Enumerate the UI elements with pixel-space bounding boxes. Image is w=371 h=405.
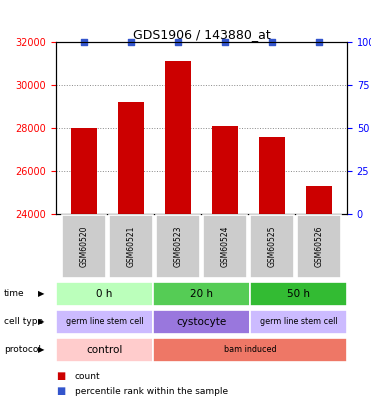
Text: germ line stem cell: germ line stem cell (66, 318, 143, 326)
FancyBboxPatch shape (156, 215, 200, 278)
FancyBboxPatch shape (153, 338, 347, 362)
Text: time: time (4, 290, 24, 298)
Text: protocol: protocol (4, 345, 41, 354)
Bar (306, 186, 332, 214)
FancyBboxPatch shape (297, 215, 341, 278)
Text: 20 h: 20 h (190, 289, 213, 299)
Text: cystocyte: cystocyte (176, 317, 227, 327)
Point (175, 39, 181, 45)
Point (81, 39, 87, 45)
Text: cell type: cell type (4, 318, 43, 326)
Text: 50 h: 50 h (287, 289, 310, 299)
Text: control: control (86, 345, 123, 355)
FancyBboxPatch shape (56, 310, 153, 334)
Text: count: count (75, 372, 100, 381)
Text: GSM60524: GSM60524 (220, 226, 230, 267)
Text: ■: ■ (56, 371, 65, 381)
Text: germ line stem cell: germ line stem cell (260, 318, 337, 326)
FancyBboxPatch shape (62, 215, 106, 278)
Text: GSM60521: GSM60521 (127, 226, 135, 267)
Point (128, 39, 134, 45)
Point (222, 39, 228, 45)
Bar (165, 61, 191, 214)
FancyBboxPatch shape (250, 310, 347, 334)
FancyBboxPatch shape (203, 215, 247, 278)
FancyBboxPatch shape (109, 215, 153, 278)
Text: ▶: ▶ (38, 345, 45, 354)
Text: ■: ■ (56, 386, 65, 396)
Text: ▶: ▶ (38, 290, 45, 298)
Text: 0 h: 0 h (96, 289, 113, 299)
Text: ▶: ▶ (38, 318, 45, 326)
FancyBboxPatch shape (153, 310, 250, 334)
FancyBboxPatch shape (56, 282, 153, 306)
FancyBboxPatch shape (250, 282, 347, 306)
Text: percentile rank within the sample: percentile rank within the sample (75, 387, 228, 396)
Text: GSM60520: GSM60520 (80, 226, 89, 267)
Title: GDS1906 / 143880_at: GDS1906 / 143880_at (132, 28, 270, 41)
FancyBboxPatch shape (153, 282, 250, 306)
Text: GSM60525: GSM60525 (267, 226, 276, 267)
FancyBboxPatch shape (56, 338, 153, 362)
FancyBboxPatch shape (250, 215, 294, 278)
Bar (259, 136, 285, 214)
Bar (118, 102, 144, 214)
Text: GSM60526: GSM60526 (314, 226, 324, 267)
Point (316, 39, 322, 45)
Bar (212, 126, 238, 214)
Text: GSM60523: GSM60523 (174, 226, 183, 267)
Bar (71, 128, 97, 214)
Text: bam induced: bam induced (224, 345, 276, 354)
Point (269, 39, 275, 45)
